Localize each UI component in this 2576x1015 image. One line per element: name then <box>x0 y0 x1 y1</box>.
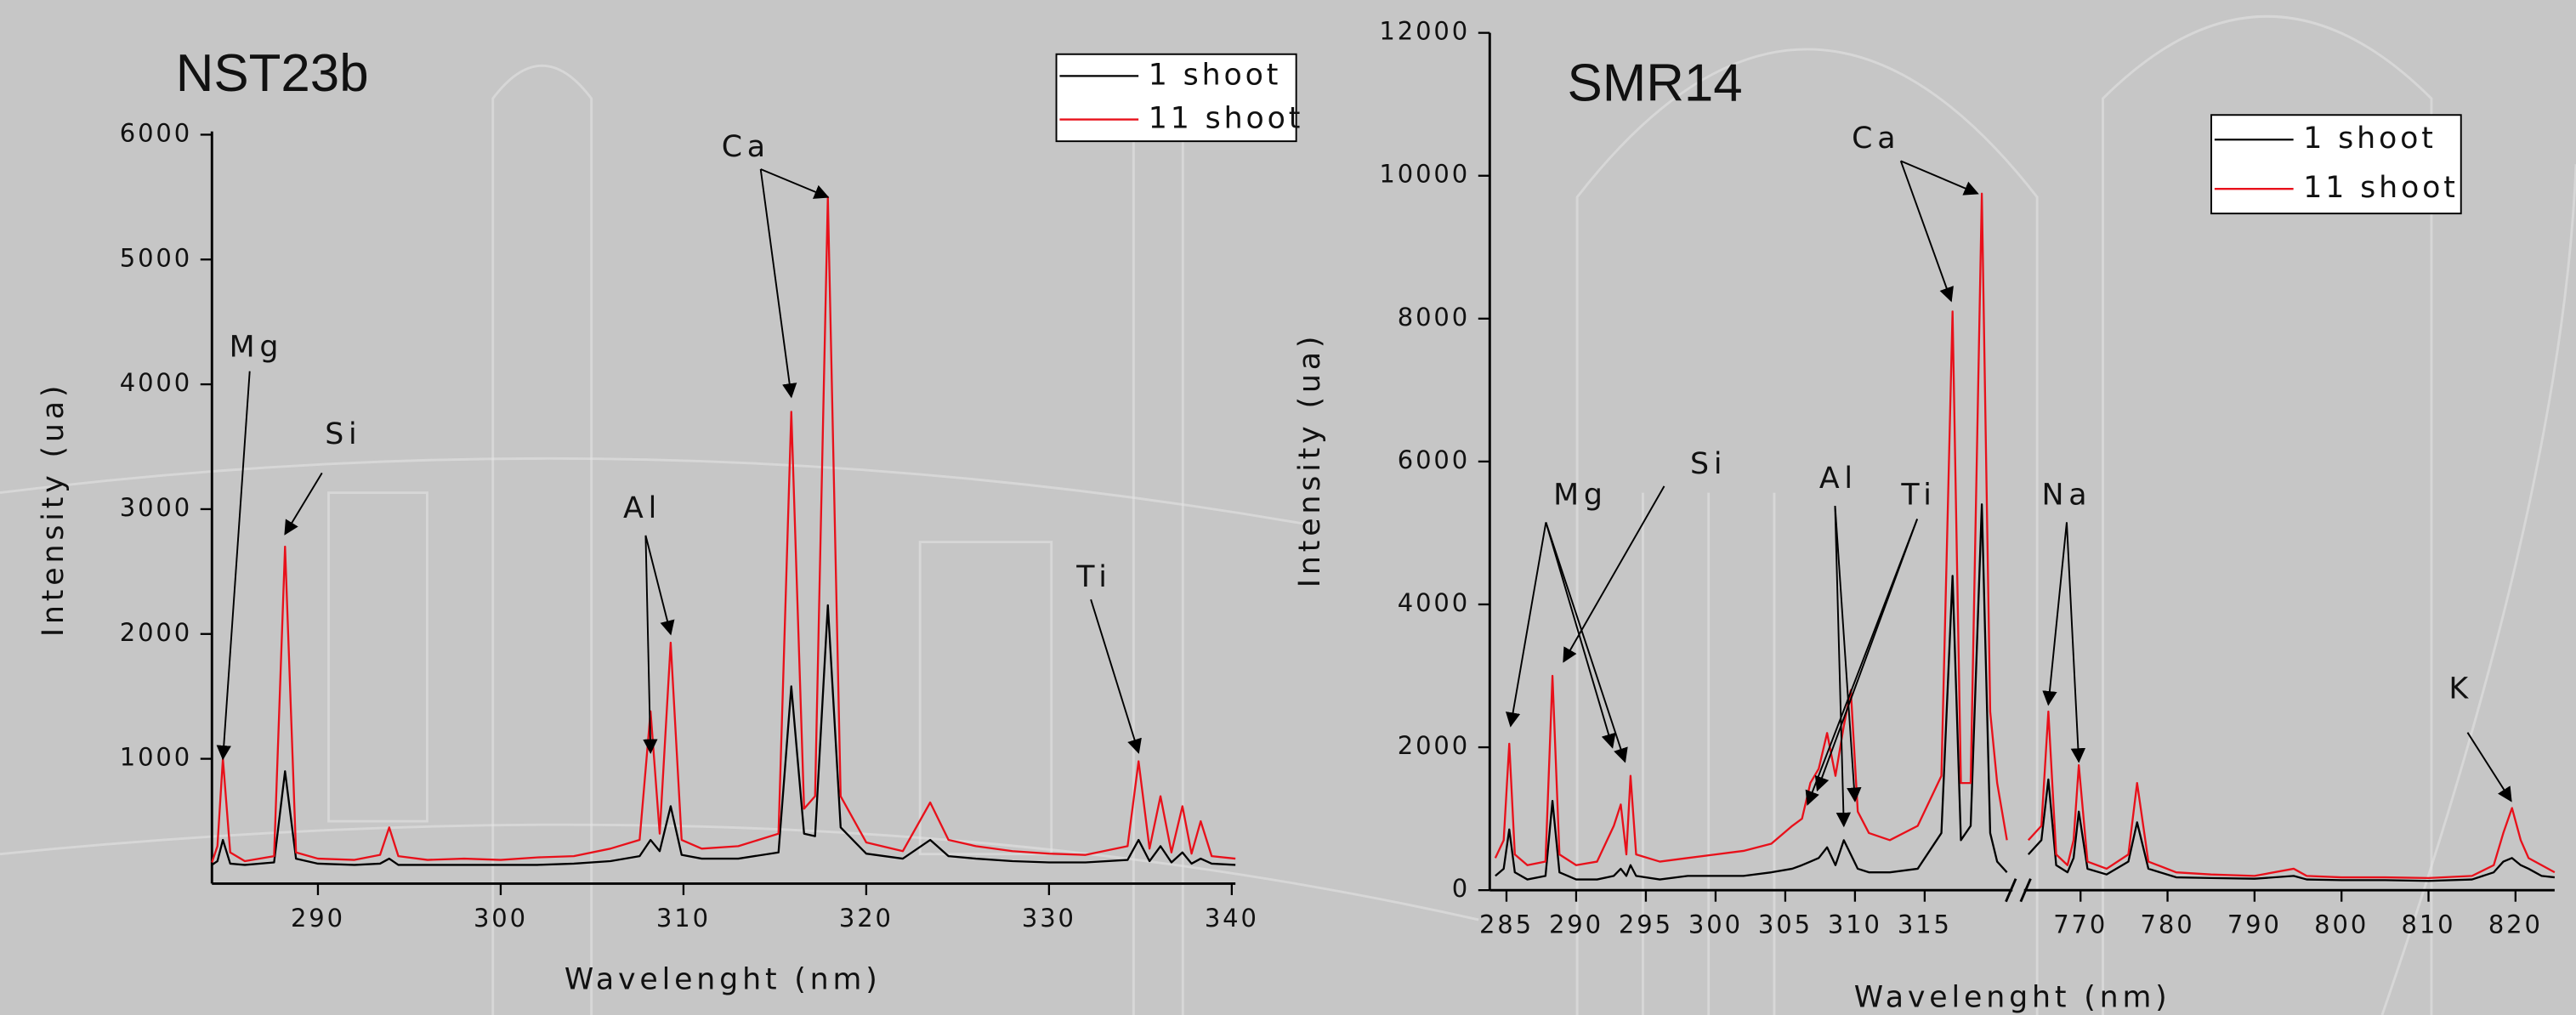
x-tick-label: 310 <box>656 904 711 933</box>
peak-label: Mg <box>230 331 284 365</box>
legend-label: 1 shoot <box>1149 58 1282 92</box>
y-tick-label: 10000 <box>1379 160 1470 189</box>
y-tick-label: 6000 <box>1398 445 1470 474</box>
peak-label: Al <box>623 491 661 525</box>
legend-label: 11 shoot <box>1149 102 1304 136</box>
chart-title: SMR14 <box>1568 54 1743 113</box>
peak-label: Ca <box>1852 122 1900 156</box>
x-tick-label: 315 <box>1898 910 1952 939</box>
x-tick-label: 285 <box>1479 910 1534 939</box>
y-tick-label: 2000 <box>1398 731 1470 760</box>
y-tick-label: 1000 <box>120 743 192 772</box>
legend-label: 1 shoot <box>2303 122 2437 156</box>
x-tick-label: 820 <box>2488 910 2543 939</box>
x-tick-label: 290 <box>1549 910 1603 939</box>
x-tick-label: 790 <box>2227 910 2282 939</box>
spectrum-line <box>1495 503 2556 882</box>
y-axis-label: Intensity (ua) <box>37 382 71 637</box>
peak-label: Si <box>325 417 361 451</box>
x-tick-label: 780 <box>2141 910 2195 939</box>
peak-arrow <box>1545 522 1628 763</box>
y-tick-label: 0 <box>1452 874 1470 903</box>
x-tick-label: 295 <box>1619 910 1673 939</box>
x-tick-label: 330 <box>1022 904 1076 933</box>
legend-box <box>2210 114 2462 215</box>
x-tick-label: 800 <box>2314 910 2369 939</box>
x-tick-label: 770 <box>2053 910 2108 939</box>
peak-arrow <box>1505 522 1547 728</box>
spectrum-line <box>1494 192 2556 880</box>
peak-arrow <box>760 168 830 199</box>
peak-arrow <box>1090 598 1142 754</box>
x-tick-label: 340 <box>1205 904 1259 933</box>
legend-label: 11 shoot <box>2303 171 2459 205</box>
peak-arrow <box>2466 732 2512 802</box>
spectrum-line <box>211 196 1236 863</box>
peak-arrow <box>216 371 251 761</box>
axis-break <box>2019 878 2032 903</box>
peak-arrow <box>1834 506 1862 802</box>
spectrum-line <box>211 604 1236 866</box>
x-tick-label: 310 <box>1828 910 1882 939</box>
y-tick-label: 5000 <box>120 243 192 272</box>
chart-panel: 1000 2000 3000 4000 5000 6000 290 300 310 320 330 3… <box>37 44 1304 996</box>
peak-label: Na <box>2042 478 2092 512</box>
peak-arrow <box>644 535 675 636</box>
peak-arrow <box>1814 519 1919 792</box>
peak-arrow <box>643 535 658 754</box>
x-tick-label: 300 <box>474 904 528 933</box>
chart-title: NST23b <box>176 44 369 103</box>
legend: 1 shoot 11 shoot <box>1055 53 1304 143</box>
x-axis-label: Wavelenght (nm) <box>1854 981 2171 1015</box>
y-axis-label: Intensity (ua) <box>1293 332 1327 587</box>
peak-arrow <box>1900 160 1979 196</box>
y-tick-label: 4000 <box>120 368 192 397</box>
peak-arrow <box>2065 522 2086 763</box>
x-axis-label: Wavelenght (nm) <box>565 962 882 996</box>
y-tick-label: 3000 <box>120 493 192 522</box>
peak-label: K <box>2448 672 2473 706</box>
peak-label: Ti <box>1075 560 1111 594</box>
chart-panel: 0 2000 4000 6000 8000 10000 12000 285 290 295 300 3… <box>1293 17 2556 1015</box>
peak-label: Ti <box>1900 478 1936 512</box>
axis-break <box>2005 878 2017 903</box>
x-tick-label: 305 <box>1758 910 1813 939</box>
peak-arrow <box>1899 161 1954 303</box>
y-tick-label: 6000 <box>120 118 192 147</box>
y-tick-label: 8000 <box>1398 303 1470 332</box>
peak-label: Ca <box>722 130 770 164</box>
legend-box <box>1055 53 1297 143</box>
y-tick-label: 12000 <box>1379 17 1470 46</box>
y-tick-label: 2000 <box>120 618 192 647</box>
peak-label: Si <box>1690 447 1727 481</box>
peak-arrow <box>2042 522 2068 706</box>
peak-arrow <box>284 472 323 536</box>
peak-arrow <box>1834 506 1852 828</box>
peak-label: Al <box>1819 462 1858 496</box>
x-tick-label: 810 <box>2402 910 2456 939</box>
peak-arrow <box>759 168 797 399</box>
peak-label: Mg <box>1553 478 1608 512</box>
legend: 1 shoot 11 shoot <box>2210 114 2462 215</box>
peak-arrow <box>1563 485 1665 663</box>
y-tick-label: 4000 <box>1398 588 1470 617</box>
x-tick-label: 290 <box>291 904 345 933</box>
x-tick-label: 300 <box>1688 910 1743 939</box>
x-tick-label: 320 <box>839 904 894 933</box>
